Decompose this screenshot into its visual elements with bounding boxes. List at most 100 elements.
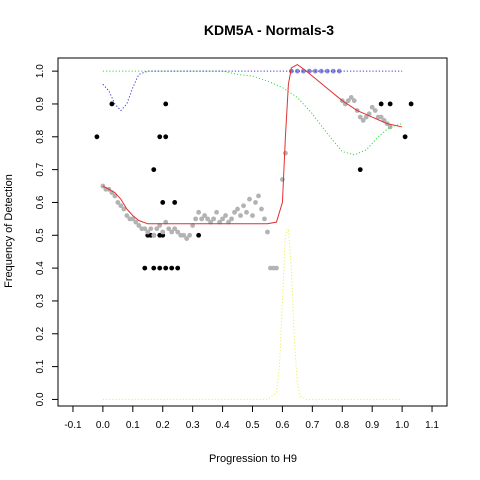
gray_points-point-47	[241, 203, 246, 209]
gray_points-point-52	[256, 193, 261, 199]
gray_points-point-23	[169, 229, 175, 235]
x-tick-label-8: 0.7	[305, 420, 319, 431]
x-tick-label-3: 0.2	[156, 420, 170, 431]
x-tick-label-5: 0.4	[216, 420, 230, 431]
chart-title: KDM5A - Normals-3	[204, 22, 334, 38]
y-tick-label-6: 0.6	[35, 195, 46, 209]
gray_points-point-46	[238, 213, 243, 218]
y-tick-label-3: 0.3	[35, 294, 46, 308]
black_points-point-11	[163, 265, 169, 271]
gray_points-point-59	[280, 177, 285, 182]
gray_points-point-58	[274, 265, 279, 271]
gray_points-point-8	[124, 213, 130, 218]
black_points-point-4	[163, 134, 169, 140]
black_points-point-19	[196, 232, 202, 238]
gray_points-point-29	[187, 232, 193, 238]
blue_points-point-7	[330, 68, 336, 74]
blue_curve	[102, 70, 403, 112]
gray_points-point-63	[345, 98, 351, 104]
gray_points-point-22	[166, 226, 172, 232]
gray_points-point-27	[181, 232, 187, 238]
yellow_curve	[102, 228, 403, 400]
black_points-point-3	[157, 134, 163, 140]
gray_points-point-67	[357, 114, 363, 120]
black_points-point-5	[163, 101, 169, 107]
gray_points-point-68	[360, 117, 366, 123]
black_points-point-21	[378, 101, 384, 107]
y-axis-label: Frequency of Detection	[3, 174, 15, 288]
gray_points-point-34	[202, 213, 208, 218]
black_points-point-18	[160, 232, 166, 238]
y-tick-label-4: 0.4	[35, 261, 46, 275]
gray_points-point-33	[199, 216, 205, 222]
gray_points-point-41	[223, 213, 228, 218]
gray_points-point-72	[372, 108, 378, 113]
gray_points-point-49	[247, 196, 252, 202]
gray_points-point-55	[265, 229, 270, 235]
black_points-point-13	[175, 265, 181, 271]
y-tick-label-9: 0.9	[35, 97, 46, 111]
gray_points-point-44	[232, 209, 237, 215]
x-tick-label-0: -0.1	[64, 420, 82, 431]
gray_points-point-31	[193, 216, 199, 222]
gray_points-point-35	[205, 216, 211, 222]
gray_points-point-40	[220, 216, 225, 222]
green_curve	[102, 70, 403, 156]
x-tick-label-10: 0.9	[365, 420, 379, 431]
plot-frame	[57, 57, 448, 407]
gray_points-point-54	[262, 216, 267, 222]
black_points-point-2	[151, 167, 157, 173]
x-tick-label-12: 1.1	[425, 420, 439, 431]
gray_points-point-10	[130, 216, 136, 222]
blue_points-point-8	[336, 68, 342, 74]
gray_points-point-51	[253, 200, 258, 205]
blue_points-point-6	[324, 68, 330, 74]
gray_points-point-17	[151, 232, 157, 238]
x-tick-label-4: 0.3	[186, 420, 200, 431]
gray_points-point-7	[121, 206, 127, 212]
black_points-point-24	[408, 101, 414, 107]
x-tick-label-11: 1.0	[395, 420, 409, 431]
x-tick-label-9: 0.8	[335, 420, 349, 431]
black_points-point-7	[172, 200, 178, 205]
gray_points-point-43	[229, 216, 234, 222]
x-tick-label-1: 0.0	[96, 420, 110, 431]
x-tick-label-6: 0.5	[246, 420, 260, 431]
gray_points-point-14	[142, 226, 148, 232]
gray_points-point-53	[259, 206, 264, 212]
y-tick-label-0: 0.0	[35, 392, 46, 406]
series-black_points	[94, 101, 414, 271]
black_points-point-12	[169, 265, 175, 271]
black_points-point-1	[109, 101, 115, 107]
gray_points-point-74	[378, 114, 384, 120]
x-tick-label-2: 0.1	[126, 420, 140, 431]
gray_points-point-15	[145, 229, 151, 235]
gray_points-point-12	[136, 223, 142, 228]
gray_points-point-50	[250, 213, 255, 218]
gray_points-point-32	[196, 209, 202, 215]
gray_points-point-28	[184, 236, 190, 241]
gray_points-point-25	[175, 229, 181, 235]
x-tick-label-7: 0.6	[275, 420, 289, 431]
gray_points-point-18	[154, 226, 160, 232]
gray_points-point-62	[342, 101, 348, 107]
gray_points-point-65	[351, 98, 357, 104]
gray_points-point-38	[214, 209, 219, 215]
x-axis: -0.1 0.0 0.1 0.2 0.3 0.4 0.5 0.6 0.7 0.8 0.9 1.0 1.1	[64, 406, 439, 431]
gray_points-point-20	[160, 229, 166, 235]
red_curve	[102, 63, 403, 225]
gray_points-point-4	[112, 193, 118, 199]
x-axis-label: Progression to H9	[209, 453, 297, 465]
gray_points-point-69	[363, 114, 369, 120]
black_points-point-20	[357, 167, 363, 173]
y-tick-label-5: 0.5	[35, 228, 46, 242]
black_points-point-9	[151, 265, 157, 271]
black_points-point-10	[157, 265, 163, 271]
series-blue_points	[289, 68, 342, 74]
gray_points-point-60	[283, 150, 288, 156]
black_points-point-23	[402, 134, 408, 140]
black_points-point-0	[94, 134, 100, 140]
gray_points-point-11	[133, 219, 139, 225]
gray_points-point-16	[148, 226, 154, 232]
